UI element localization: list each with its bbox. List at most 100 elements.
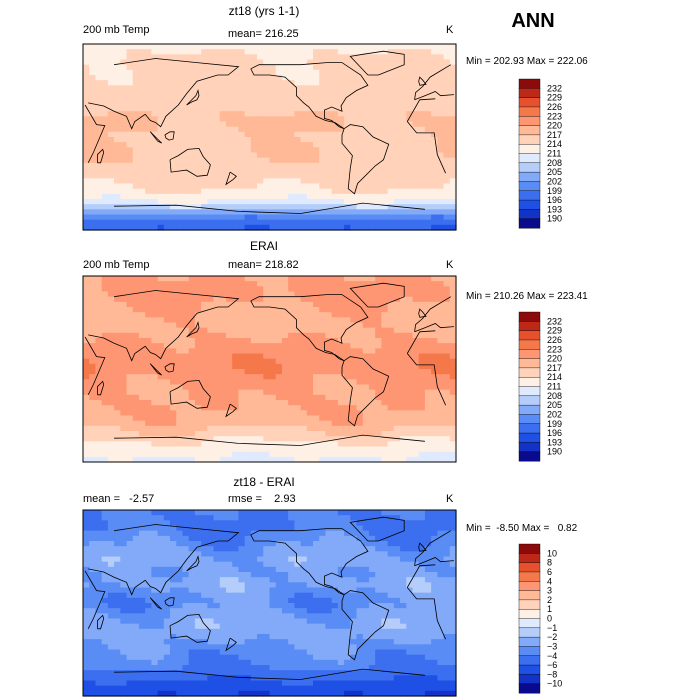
map-cell (375, 441, 382, 448)
map-cell (207, 95, 215, 102)
map-cell (431, 546, 438, 552)
map-cell (225, 291, 233, 298)
map-cell (356, 358, 364, 365)
map-cell (300, 431, 308, 437)
map-cell (418, 152, 426, 159)
map-cell (170, 286, 177, 293)
map-cell (275, 301, 283, 308)
map-cell (269, 551, 277, 558)
map-cell (114, 116, 121, 123)
map-cell (449, 405, 457, 411)
map-cell (120, 530, 128, 537)
map-cell (418, 137, 426, 143)
map-cell (288, 369, 295, 375)
map-cell (219, 420, 227, 427)
map-cell (393, 510, 401, 516)
map-cell (313, 281, 320, 287)
map-cell (194, 363, 202, 370)
map-cell (281, 106, 289, 112)
map-cell (393, 363, 401, 370)
map-cell (250, 137, 258, 143)
map-cell (449, 400, 457, 406)
map-cell (83, 451, 90, 458)
map-cell (431, 188, 438, 195)
map-cell (250, 530, 258, 537)
map-cell (418, 69, 426, 76)
map-cell (344, 546, 351, 552)
map-cell (89, 281, 97, 287)
map-cell (300, 90, 308, 97)
map-cell (319, 173, 327, 179)
map-cell (431, 322, 438, 329)
map-cell (120, 69, 128, 76)
map-cell (201, 338, 208, 344)
map-cell (306, 162, 314, 169)
map-cell (350, 106, 358, 112)
map-cell (151, 410, 159, 417)
map-cell (424, 520, 432, 527)
map-cell (319, 405, 327, 411)
map-cell (213, 332, 221, 339)
map-cell (350, 363, 358, 370)
map-cell (207, 363, 215, 370)
map-cell (400, 214, 407, 221)
map-cell (281, 44, 289, 50)
map-cell (437, 106, 445, 112)
map-cell (176, 338, 184, 344)
map-cell (269, 90, 277, 97)
map-cell (368, 525, 376, 532)
map-cell (257, 338, 264, 344)
map-cell (393, 59, 401, 66)
map-cell (281, 131, 289, 138)
map-cell (362, 400, 370, 406)
map-cell (263, 322, 271, 329)
map-cell (257, 54, 264, 61)
map-cell (250, 214, 258, 221)
map-cell (362, 85, 370, 92)
map-cell (120, 332, 128, 339)
map-cell (313, 188, 320, 195)
map-cell (288, 338, 295, 344)
map-cell (225, 204, 233, 210)
map-cell (288, 327, 295, 334)
map-cell (257, 75, 264, 81)
map-cell (207, 556, 215, 563)
map-cell (126, 510, 134, 516)
map-cell (157, 85, 165, 92)
map-cell (313, 157, 320, 164)
map-cell (431, 152, 438, 159)
map-cell (288, 121, 295, 128)
map-cell (449, 157, 457, 164)
map-cell (132, 95, 140, 102)
map-cell (331, 436, 339, 442)
map-cell (182, 90, 190, 97)
map-cell (269, 44, 277, 50)
map-cell (163, 546, 171, 552)
map-cell (337, 137, 345, 143)
map-cell (418, 405, 426, 411)
map-cell (238, 111, 246, 117)
map-cell (356, 348, 364, 355)
map-cell (107, 415, 115, 422)
map-cell (250, 327, 258, 334)
map-cell (362, 193, 370, 200)
map-cell (126, 64, 134, 71)
map-cell (213, 137, 221, 143)
map-cell (319, 291, 327, 298)
map-cell (238, 456, 246, 463)
map-cell (182, 199, 190, 205)
map-cell (431, 389, 438, 396)
map-cell (232, 64, 240, 71)
map-cell (300, 131, 308, 138)
map-cell (424, 199, 432, 205)
map-cell (449, 224, 457, 231)
map-cell (182, 95, 190, 102)
map-cell (107, 436, 115, 442)
map-cell (375, 75, 382, 81)
map-cell (132, 389, 140, 396)
map-cell (170, 168, 177, 174)
map-cell (387, 157, 395, 164)
map-cell (300, 425, 308, 432)
map-cell (437, 369, 445, 375)
map-cell (325, 400, 333, 406)
